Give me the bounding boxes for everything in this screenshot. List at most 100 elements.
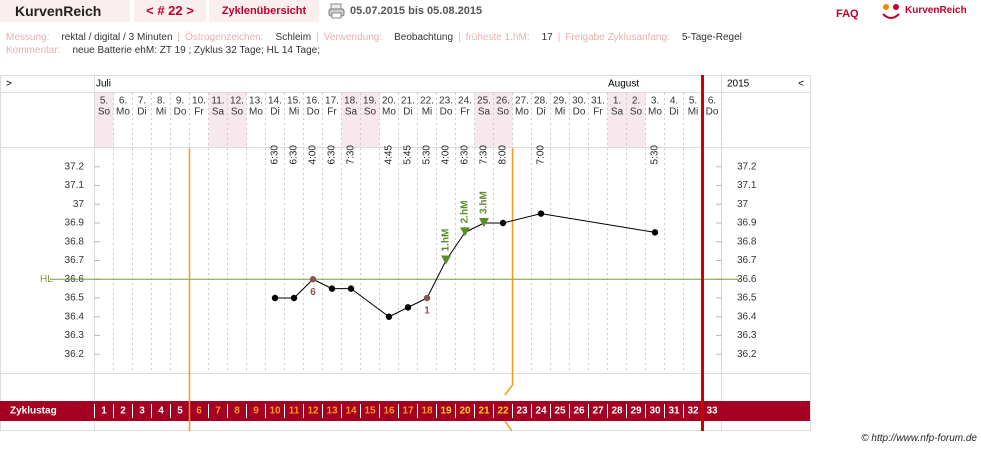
weekday-label: Fr: [460, 107, 470, 118]
curve-segment: [312, 278, 333, 290]
weekend-shade: [607, 93, 627, 147]
cycle-day: 19: [440, 406, 452, 417]
weekend-shade: [360, 93, 380, 147]
info-label: früheste 1.hM:: [465, 32, 530, 43]
weekday-label: Sa: [478, 107, 491, 118]
time-label: 4:45: [384, 145, 395, 165]
time-label: 5:30: [422, 145, 433, 165]
cycle-day: 18: [421, 406, 433, 417]
weekday-label: Mi: [688, 107, 699, 118]
weekday-label: Mo: [116, 107, 130, 118]
time-label: 5:45: [403, 145, 414, 165]
temp-point: [309, 276, 317, 283]
cycle-nav[interactable]: < # 22 >: [134, 0, 206, 22]
day-label: 4.: [670, 96, 678, 107]
cycle-day: 14: [345, 406, 357, 417]
curve-segment: [540, 213, 656, 233]
hm-marker: [460, 227, 470, 237]
weekday-label: Do: [573, 107, 586, 118]
print-icon[interactable]: [328, 3, 346, 19]
time-label: 6:30: [270, 145, 281, 165]
weekday-label: So: [364, 107, 377, 118]
cycle-day: 6: [196, 406, 202, 417]
cycle-day: 1: [101, 406, 107, 417]
weekday-label: So: [630, 107, 643, 118]
y-tick-label: 37.1: [737, 180, 757, 191]
weekday-label: Sa: [611, 107, 624, 118]
info-value: 17: [541, 32, 553, 43]
annotation: 2.hM: [460, 201, 471, 224]
separator: |: [557, 32, 561, 43]
date-range: 05.07.2015 bis 05.08.2015: [350, 5, 483, 17]
cycle-day: 15: [364, 406, 376, 417]
y-tick-label: 36.8: [737, 236, 757, 247]
nav-right[interactable]: <: [798, 79, 804, 90]
y-tick-label: 36.9: [737, 218, 757, 229]
overview-link[interactable]: Zyklenübersicht: [209, 0, 319, 22]
cycle-day: 13: [326, 406, 338, 417]
y-tick-label: 37.2: [65, 161, 85, 172]
curve-segment: [407, 297, 428, 308]
cycle-day: 27: [592, 406, 604, 417]
day-label: 27.: [515, 96, 529, 107]
day-label: 9.: [176, 96, 184, 107]
faq-link[interactable]: FAQ: [836, 8, 859, 20]
day-label: 2.: [632, 96, 640, 107]
cycle-day: 16: [383, 406, 395, 417]
cycle-day: 10: [269, 406, 281, 417]
hm-marker: [479, 218, 489, 227]
credit: © http://www.nfp-forum.de: [861, 433, 977, 444]
cycle-day: 3: [139, 406, 145, 417]
info-label: Östrogenzeichen:: [185, 32, 264, 43]
curve-segment: [388, 306, 409, 318]
y-tick-label: 36.5: [65, 293, 85, 304]
cycle-day: 25: [554, 406, 566, 417]
coverline-label: HL: [40, 274, 53, 285]
weekday-label: So: [98, 107, 111, 118]
weekday-label: Mo: [515, 107, 529, 118]
time-label: 6:30: [327, 145, 338, 165]
weekend-shade: [208, 93, 228, 147]
cycle-day: 26: [573, 406, 585, 417]
cycle-day: 8: [234, 406, 240, 417]
y-tick-label: 36.2: [737, 349, 757, 360]
weekday-label: Do: [174, 107, 187, 118]
time-label: 7:00: [536, 145, 547, 165]
weekday-label: Di: [137, 107, 146, 118]
day-label: 31.: [591, 96, 605, 107]
y-tick-label: 36.7: [65, 255, 85, 266]
cycle-day: 2: [120, 406, 126, 417]
annotation: 1.hM: [441, 229, 452, 252]
cycle-day: 20: [459, 406, 471, 417]
weekend-shade: [493, 93, 513, 147]
fertile-end: [504, 148, 514, 432]
frame: [0, 75, 811, 431]
info-value: Beobachtung: [394, 32, 454, 43]
day-label: 3.: [651, 96, 659, 107]
info-label: Freigabe Zyklusanfang:: [565, 32, 670, 43]
cycle-day: 17: [402, 406, 414, 417]
weekend-shade: [474, 93, 494, 147]
y-tick-label: 37.2: [737, 161, 757, 172]
y-tick-label: 36.3: [65, 330, 85, 341]
temp-point: [423, 294, 431, 302]
day-label: 21.: [401, 96, 415, 107]
row-label: Zyklustag: [10, 406, 57, 417]
day-label: 6.: [708, 96, 716, 107]
day-label: 18.: [344, 96, 358, 107]
day-label: 29.: [553, 96, 567, 107]
day-label: 10.: [192, 96, 206, 107]
temp-point: [271, 294, 279, 302]
weekday-label: Sa: [212, 107, 225, 118]
cycle-day: 5: [177, 406, 183, 417]
nav-left[interactable]: >: [6, 79, 12, 90]
day-label: 16.: [306, 96, 320, 107]
year-label: 2015: [727, 79, 750, 90]
weekday-label: Fr: [593, 107, 603, 118]
y-tick-label: 37: [737, 199, 749, 210]
logo-text: KurvenReich: [905, 5, 967, 16]
weekend-shade: [626, 93, 646, 147]
weekday-label: Mo: [249, 107, 263, 118]
weekday-label: Do: [440, 107, 453, 118]
y-tick-label: 37.1: [65, 180, 85, 191]
